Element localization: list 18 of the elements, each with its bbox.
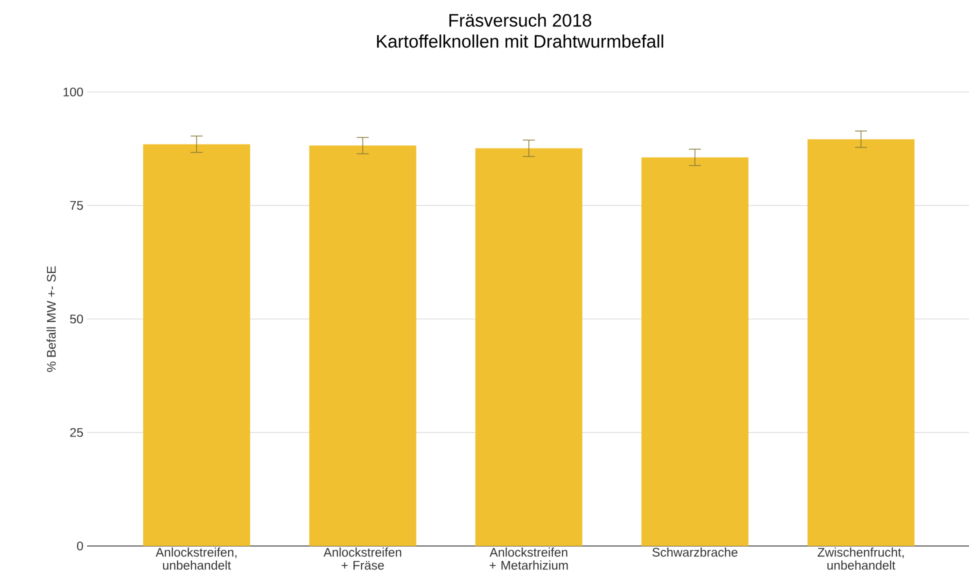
x-tick-label: Anlockstreifen + Metarhizium [490, 548, 568, 570]
x-tick-label: Schwarzbrache [652, 548, 738, 557]
bar [475, 148, 582, 546]
bar [641, 157, 748, 546]
y-tick-label: 0 [77, 542, 83, 550]
x-tick-label: Zwischenfrucht, unbehandelt [818, 548, 904, 570]
y-tick-label: 25 [70, 428, 83, 437]
bar [143, 144, 250, 546]
x-tick-label: Anlockstreifen, unbehandelt [156, 548, 236, 570]
x-tick-label: Anlockstreifen + Fräse [324, 548, 402, 570]
chart-title: Fräsversuch 2018 [449, 14, 592, 27]
y-tick-label: 75 [70, 201, 83, 210]
chart-subtitle: Kartoffelknollen mit Drahtwurmbefall [377, 34, 664, 48]
bar [309, 146, 416, 546]
y-tick-label: 100 [64, 88, 83, 96]
y-axis-title: % Befall MW +- SE [46, 266, 56, 372]
y-tick-label: 50 [70, 314, 83, 324]
bar [808, 139, 915, 546]
